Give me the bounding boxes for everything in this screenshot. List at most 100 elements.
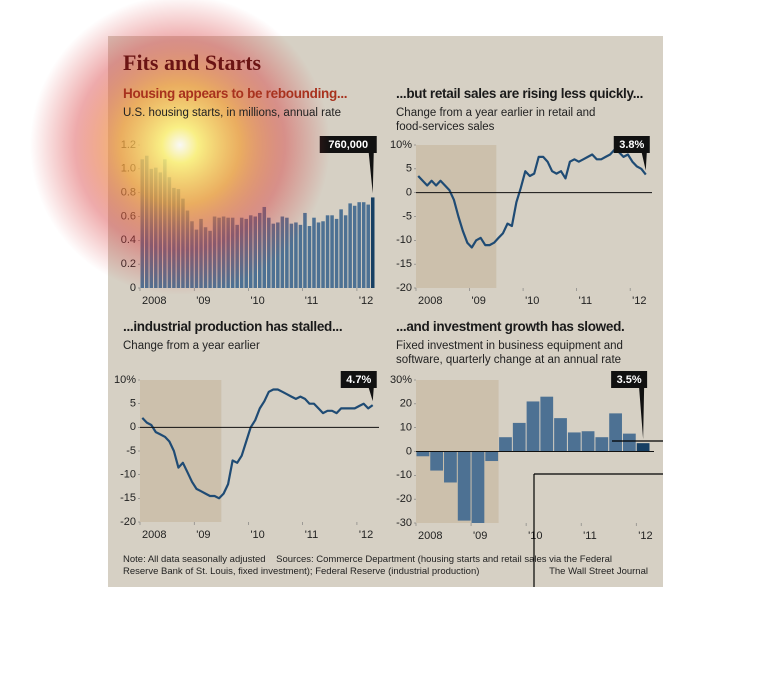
bar [567, 432, 581, 452]
bar [499, 437, 512, 452]
y-tick-label: 5 [406, 163, 412, 175]
x-tick-label: '10 [525, 295, 539, 307]
chart-subtitle: U.S. housing starts, in millions, annual… [123, 107, 341, 119]
y-tick-label: 30% [390, 374, 412, 386]
bar [352, 205, 357, 288]
bar [289, 223, 294, 288]
chart-title: ...but retail sales are rising less quic… [396, 86, 644, 101]
bar [430, 451, 444, 471]
x-tick-label: '09 [196, 295, 210, 307]
y-tick-label: 0 [406, 445, 412, 457]
y-tick-label: -20 [396, 493, 412, 505]
value-label: 4.7% [346, 374, 371, 386]
bar [622, 433, 636, 452]
value-label: 3.5% [617, 374, 642, 386]
y-tick-label: -15 [120, 492, 136, 504]
x-tick-label: '09 [196, 529, 210, 541]
x-tick-label: '12 [632, 295, 646, 307]
bar [298, 224, 303, 288]
chart-subtitle: Change from a year earlier [123, 340, 260, 352]
callout-box [613, 136, 650, 171]
bar [416, 451, 430, 457]
credit: The Wall Street Journal [549, 566, 648, 577]
chart-title: ...and investment growth has slowed. [396, 319, 625, 334]
x-tick-label: '09 [473, 530, 487, 542]
chart-subtitle: Change from a year earlier in retail and… [396, 107, 596, 133]
bar [357, 202, 361, 288]
bar [343, 215, 348, 288]
chart-title: Housing appears to be rebounding... [123, 86, 348, 101]
bar [581, 431, 595, 452]
y-tick-label: 0 [130, 421, 136, 433]
y-tick-label: 10 [400, 422, 412, 434]
bar [457, 451, 471, 521]
y-tick-label: -10 [396, 469, 412, 481]
bar [312, 217, 316, 288]
bar [609, 413, 622, 452]
callout-box [319, 136, 377, 194]
note: Note: All data seasonally adjusted [123, 554, 266, 565]
x-tick-label: '11 [305, 295, 319, 307]
footer: Note: All data seasonally adjusted Sourc… [123, 554, 648, 578]
x-tick-label: '09 [472, 295, 486, 307]
x-tick-label: '12 [359, 295, 373, 307]
callout-box [611, 371, 648, 440]
bar [366, 204, 370, 288]
x-tick-label: 2008 [418, 295, 442, 307]
bar [526, 401, 540, 452]
bar [361, 202, 366, 288]
x-tick-label: '11 [583, 530, 597, 542]
x-tick-label: '11 [579, 295, 593, 307]
bar [321, 221, 325, 288]
x-tick-label: 2008 [142, 529, 166, 541]
recession-shade [140, 380, 222, 522]
bar [485, 451, 499, 462]
bar [316, 222, 321, 288]
y-tick-label: -20 [120, 516, 136, 528]
bar [595, 437, 609, 452]
y-tick-label: 10% [114, 374, 136, 386]
bar [334, 218, 339, 288]
bar [325, 215, 330, 288]
bar [370, 197, 375, 288]
y-tick-label: 20 [400, 398, 412, 410]
y-tick-label: -5 [402, 210, 412, 222]
chart-title: ...industrial production has stalled... [123, 319, 343, 334]
bar [471, 451, 485, 523]
page-title: Fits and Starts [123, 50, 262, 75]
bar [636, 443, 650, 452]
line [417, 148, 647, 249]
bar [294, 222, 298, 288]
y-tick-label: -20 [396, 282, 412, 294]
y-tick-label: 0 [406, 187, 412, 199]
bar [348, 203, 352, 288]
y-tick-label: -10 [120, 469, 136, 481]
bar [444, 451, 457, 483]
x-tick-label: 2008 [142, 295, 166, 307]
y-tick-label: 0 [130, 282, 136, 294]
x-tick-label: '12 [638, 530, 652, 542]
value-label: 760,000 [328, 139, 368, 151]
bar [540, 396, 554, 452]
line [141, 388, 374, 500]
bar [307, 226, 312, 288]
bar [554, 418, 567, 452]
x-tick-label: '10 [250, 529, 264, 541]
x-tick-label: '10 [250, 295, 264, 307]
x-tick-label: '10 [528, 530, 542, 542]
y-tick-label: -30 [396, 517, 412, 529]
x-tick-label: '11 [305, 529, 319, 541]
y-tick-label: -5 [126, 445, 136, 457]
bar [303, 212, 307, 288]
y-tick-label: 10% [390, 139, 412, 151]
x-tick-label: '12 [359, 529, 373, 541]
callout-box [340, 371, 377, 402]
y-tick-label: -10 [396, 234, 412, 246]
bar [330, 215, 334, 288]
recession-shade [416, 145, 497, 288]
glow [30, 0, 330, 295]
value-label: 3.8% [619, 139, 644, 151]
bar [285, 217, 289, 288]
